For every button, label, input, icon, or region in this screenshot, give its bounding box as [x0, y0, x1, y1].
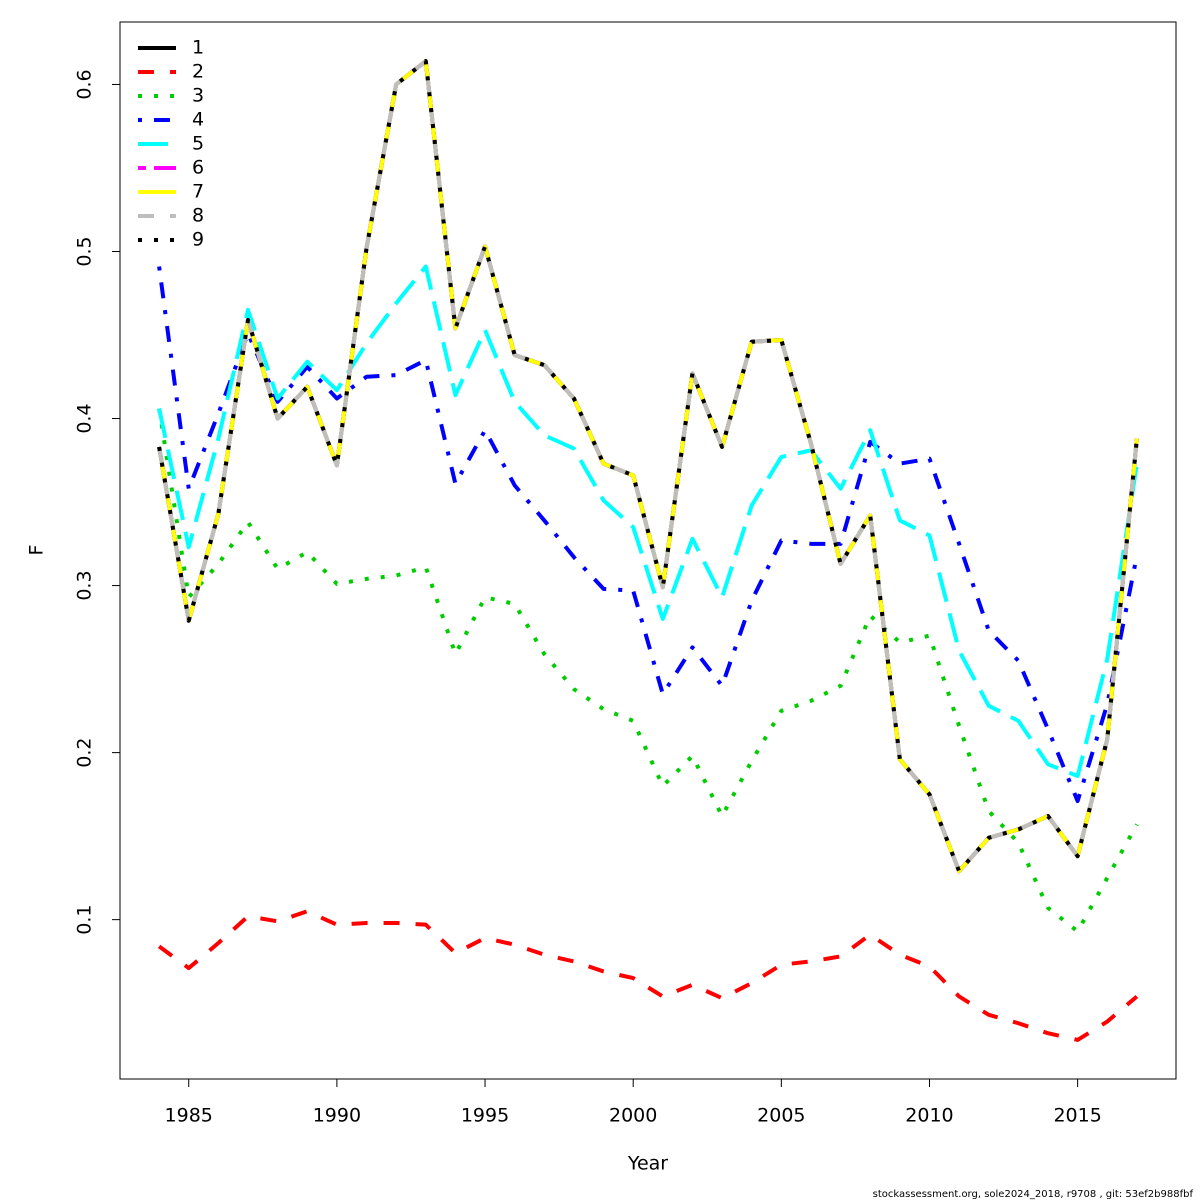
- x-tick-label: 1990: [313, 1105, 361, 1127]
- y-axis-label: F: [26, 545, 48, 556]
- series-line: [157, 909, 1139, 1042]
- legend-label: 2: [192, 61, 204, 83]
- y-tick-label: 0.4: [74, 403, 96, 433]
- y-tick-label: 0.2: [74, 738, 96, 768]
- legend-label: 5: [192, 133, 204, 155]
- series-line: [157, 264, 1139, 778]
- y-tick-label: 0.6: [74, 69, 96, 99]
- x-tick-label: 2010: [905, 1105, 953, 1127]
- x-tick-label: 2005: [757, 1105, 805, 1127]
- legend-label: 6: [192, 157, 204, 179]
- y-tick-label: 0.1: [74, 905, 96, 935]
- legend-label: 8: [192, 205, 204, 227]
- plot-frame: [119, 21, 1177, 1080]
- x-axis-label: Year: [627, 1153, 668, 1175]
- legend-label: 3: [192, 85, 204, 107]
- y-tick-label: 0.3: [74, 570, 96, 600]
- series-line: [157, 266, 1139, 804]
- legend-label: 1: [192, 37, 204, 59]
- legend-label: 9: [192, 229, 204, 251]
- y-tick-label: 0.5: [74, 236, 96, 266]
- series-line: [157, 59, 1139, 874]
- x-tick-label: 1985: [165, 1105, 213, 1127]
- series-line: [157, 59, 1139, 874]
- x-tick-label: 1995: [461, 1105, 509, 1127]
- x-tick-label: 2000: [609, 1105, 657, 1127]
- series-line: [157, 408, 1139, 934]
- legend-label: 4: [192, 109, 204, 131]
- legend-label: 7: [192, 181, 204, 203]
- footer: stockassessment.org, sole2024_2018, r970…: [873, 1189, 1194, 1200]
- x-tick-label: 2015: [1053, 1105, 1101, 1127]
